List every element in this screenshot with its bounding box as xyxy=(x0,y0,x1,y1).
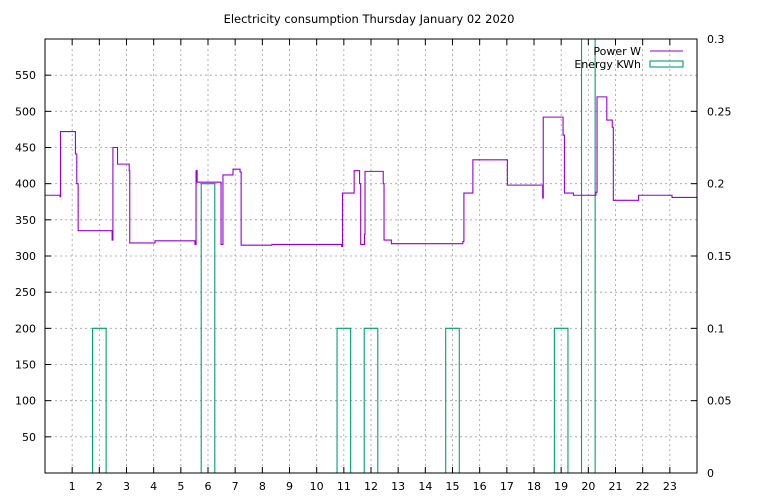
y-tick-label: 550 xyxy=(15,69,36,82)
energy-bar xyxy=(91,327,107,473)
energy-bar xyxy=(336,327,352,473)
energy-bar xyxy=(200,183,216,473)
grid xyxy=(45,39,697,473)
y-tick-label: 200 xyxy=(15,322,36,335)
y-tick-label: 300 xyxy=(15,250,36,263)
y-tick-label: 400 xyxy=(15,178,36,191)
power-line-layer xyxy=(45,96,697,248)
x-tick-label: 9 xyxy=(286,480,293,493)
x-tick-label: 14 xyxy=(418,480,432,493)
energy-bar xyxy=(363,327,379,473)
y2-tick-label: 0.3 xyxy=(707,33,725,46)
x-tick-label: 21 xyxy=(609,480,623,493)
x-tick-label: 6 xyxy=(205,480,212,493)
x-tick-label: 1 xyxy=(69,480,76,493)
x-tick-label: 15 xyxy=(446,480,460,493)
chart-title: Electricity consumption Thursday January… xyxy=(224,12,515,26)
x-tick-label: 22 xyxy=(636,480,650,493)
y2-tick-label: 0.1 xyxy=(707,322,725,335)
x-tick-label: 20 xyxy=(581,480,595,493)
ticks: 1 2 3 4 5 6 7 8 9 10 11 12 13 14 15 16 17 18 19 20 21 22 23501… xyxy=(15,33,732,493)
y-tick-label: 500 xyxy=(15,105,36,118)
x-tick-label: 5 xyxy=(177,480,184,493)
x-tick-label: 8 xyxy=(259,480,266,493)
y2-tick-label: 0.05 xyxy=(707,395,732,408)
legend-label: Energy KWh xyxy=(574,58,641,71)
y2-tick-label: 0.15 xyxy=(707,250,732,263)
y-tick-label: 100 xyxy=(15,395,36,408)
x-tick-label: 2 xyxy=(96,480,103,493)
x-tick-label: 3 xyxy=(123,480,130,493)
x-tick-label: 10 xyxy=(310,480,324,493)
x-tick-label: 18 xyxy=(527,480,541,493)
x-tick-label: 17 xyxy=(500,480,514,493)
x-tick-label: 13 xyxy=(391,480,405,493)
y-tick-label: 150 xyxy=(15,359,36,372)
power-line xyxy=(45,96,697,248)
x-tick-label: 19 xyxy=(554,480,568,493)
energy-bar xyxy=(445,327,460,473)
x-tick-label: 12 xyxy=(364,480,378,493)
x-tick-label: 7 xyxy=(232,480,239,493)
y-tick-label: 350 xyxy=(15,214,36,227)
x-tick-label: 16 xyxy=(473,480,487,493)
y2-tick-label: 0.25 xyxy=(707,105,732,118)
x-tick-label: 23 xyxy=(663,480,677,493)
y-tick-label: 250 xyxy=(15,286,36,299)
legend-swatch-energy xyxy=(649,60,684,68)
y2-tick-label: 0.2 xyxy=(707,178,725,191)
legend-label: Power W xyxy=(593,45,641,58)
x-tick-label: 11 xyxy=(337,480,351,493)
x-tick-label: 4 xyxy=(150,480,157,493)
y-tick-label: 50 xyxy=(22,431,36,444)
energy-bar xyxy=(553,327,569,473)
y2-tick-label: 0 xyxy=(707,467,714,480)
y-tick-label: 450 xyxy=(15,142,36,155)
